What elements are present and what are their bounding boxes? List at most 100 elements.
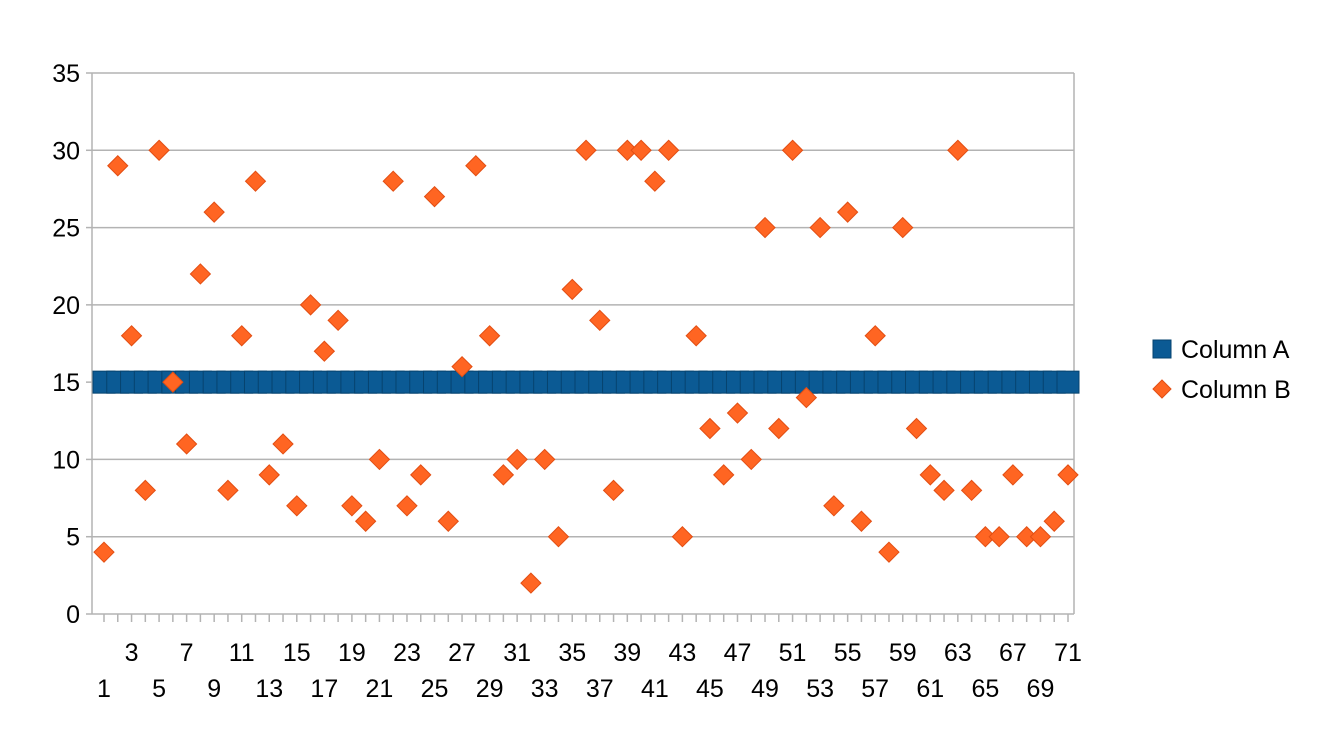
y-axis-tick-labels: 0 5 10 15 20 25 30 35 <box>52 60 80 629</box>
column-b-point <box>506 448 528 471</box>
column-b-point <box>382 170 404 192</box>
column-b-point <box>575 139 597 161</box>
column-b-point <box>713 464 735 486</box>
column-b-point <box>878 541 900 563</box>
x-tick-label: 37 <box>586 675 614 703</box>
x-axis-tick-labels: 3 7 11 15 19 23 27 31 35 39 43 47 51 55 59 63 67 711 5 9 13 1… <box>97 639 1082 703</box>
x-tick-label: 67 <box>999 639 1027 667</box>
x-tick-label: 17 <box>310 675 338 703</box>
y-tick-label: 10 <box>52 446 80 474</box>
column-b-point <box>313 340 336 362</box>
column-b-point <box>823 495 845 517</box>
x-tick-label: 43 <box>668 639 696 667</box>
column-b-point <box>423 185 446 208</box>
x-tick-label: 69 <box>1027 675 1055 703</box>
column-b-point <box>671 526 694 548</box>
column-b-point <box>1043 510 1065 532</box>
series-column-a <box>92 370 1080 394</box>
column-b-point <box>754 216 776 239</box>
column-b-point <box>947 139 969 161</box>
x-tick-label: 25 <box>421 675 449 703</box>
column-b-point <box>107 155 129 177</box>
x-tick-label: 9 <box>207 675 221 703</box>
column-b-point <box>533 448 556 471</box>
column-b-point <box>93 541 115 563</box>
x-tick-label: 13 <box>255 675 283 703</box>
x-tick-label: 33 <box>531 675 559 703</box>
column-b-point <box>120 325 143 347</box>
column-b-point <box>726 402 749 424</box>
x-tick-label: 5 <box>152 675 166 703</box>
column-b-point <box>465 155 487 177</box>
x-tick-label: 59 <box>889 639 917 667</box>
column-b-point <box>354 510 377 532</box>
column-b-point <box>960 479 983 502</box>
x-tick-label: 51 <box>779 639 807 667</box>
x-tick-label: 29 <box>476 675 504 703</box>
column-a-point <box>1056 370 1080 394</box>
legend-marker-column-b <box>1152 379 1172 399</box>
column-b-point <box>836 201 859 223</box>
column-b-point <box>162 371 184 393</box>
column-b-point <box>272 433 294 455</box>
x-tick-label: 57 <box>861 675 889 703</box>
x-tick-label: 27 <box>448 639 476 667</box>
y-tick-label: 15 <box>52 369 80 397</box>
column-b-point <box>258 464 280 486</box>
x-tick-label: 11 <box>229 639 255 667</box>
x-tick-label: 23 <box>393 639 421 667</box>
y-tick-label: 20 <box>52 292 80 320</box>
series-column-b <box>93 139 1079 594</box>
column-b-point <box>286 495 308 517</box>
column-b-point <box>189 263 212 285</box>
column-b-point <box>795 386 818 409</box>
gridlines <box>92 72 1074 538</box>
x-tick-label: 53 <box>806 675 834 703</box>
column-b-point <box>850 510 873 532</box>
column-b-point <box>396 495 418 517</box>
column-b-point <box>327 309 349 332</box>
column-b-point <box>134 479 157 502</box>
legend-marker-column-a <box>1152 339 1172 359</box>
x-tick-label: 49 <box>751 675 779 703</box>
x-tick-label: 7 <box>180 639 194 667</box>
x-tick-label: 1 <box>97 675 111 703</box>
column-b-point <box>1057 464 1079 486</box>
y-tick-label: 0 <box>66 601 80 629</box>
column-b-point <box>988 526 1010 548</box>
x-tick-label: 55 <box>834 639 862 667</box>
column-b-point <box>299 294 322 316</box>
column-b-point <box>644 170 666 192</box>
column-b-point <box>217 479 239 502</box>
x-tick-label: 71 <box>1054 639 1082 667</box>
x-tick-label: 19 <box>338 639 366 667</box>
column-b-point <box>437 510 459 532</box>
column-b-point <box>492 464 515 486</box>
column-b-point <box>203 201 225 223</box>
column-b-point <box>520 572 542 594</box>
column-b-point <box>905 417 928 440</box>
legend: Column A Column B <box>1152 336 1291 404</box>
column-b-point <box>602 479 625 502</box>
column-b-point <box>809 216 831 239</box>
column-b-point <box>768 417 790 440</box>
x-tick-label: 61 <box>916 675 944 703</box>
x-tick-label: 31 <box>503 639 531 667</box>
x-tick-label: 41 <box>641 675 669 703</box>
x-tick-label: 47 <box>724 639 752 667</box>
column-b-point <box>368 448 391 471</box>
column-b-point <box>341 495 363 517</box>
x-tick-label: 15 <box>283 639 311 667</box>
column-b-point <box>561 278 583 301</box>
column-b-point <box>740 448 762 471</box>
column-b-point <box>657 139 680 161</box>
x-tick-label: 45 <box>696 675 724 703</box>
column-b-point <box>451 355 473 378</box>
x-tick-label: 65 <box>971 675 999 703</box>
x-tick-label: 21 <box>366 675 394 703</box>
column-b-point <box>630 139 652 161</box>
column-b-point <box>1029 526 1052 548</box>
column-b-point <box>175 433 198 455</box>
column-b-point <box>892 216 914 239</box>
column-b-point <box>864 325 886 347</box>
